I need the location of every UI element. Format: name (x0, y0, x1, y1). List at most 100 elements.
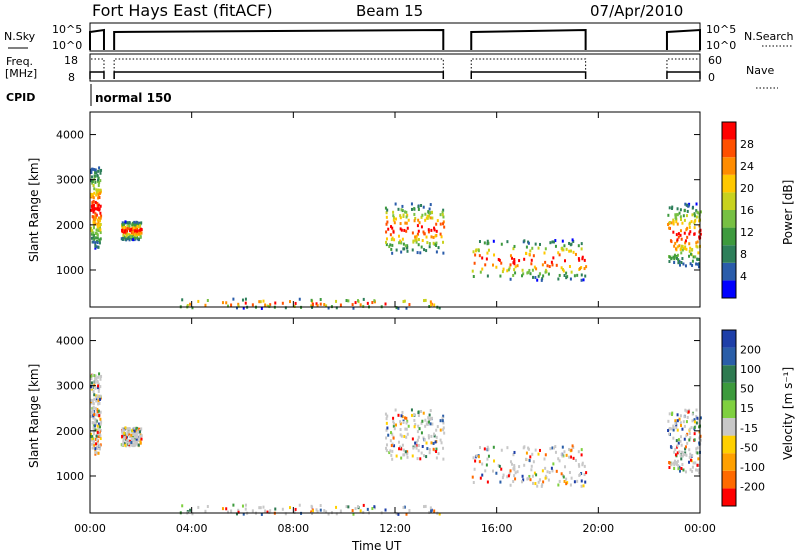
velocity-cell (670, 463, 673, 467)
velocity-cell (417, 444, 420, 448)
velocity-cell (676, 419, 679, 423)
power-cell (540, 278, 543, 282)
power-cell (513, 258, 516, 262)
velocity-cell (93, 414, 96, 418)
velocity-cell (506, 446, 509, 450)
power-cell (128, 227, 131, 231)
velocity-cell (400, 447, 403, 451)
velocity-cell (684, 445, 687, 449)
velocity-cell (693, 418, 696, 422)
power-cell (95, 193, 98, 197)
velocity-cell (133, 429, 136, 433)
velocity-cell (230, 509, 233, 513)
power-cell (424, 298, 427, 302)
velocity-cell (131, 432, 134, 436)
power-cell (443, 225, 446, 229)
velocity-cell (432, 447, 435, 451)
velocity-cell (424, 424, 427, 428)
power-cell (385, 243, 388, 247)
power-cell (319, 298, 322, 302)
velocity-cell (417, 449, 420, 453)
power-cell (434, 234, 437, 238)
power-cell (262, 299, 265, 303)
power-cell (558, 253, 561, 257)
freq-trace-segment (89, 71, 105, 79)
power-cell (698, 262, 701, 266)
nsky-trace-segment (665, 28, 701, 50)
power-cell (96, 236, 99, 240)
power-cell (94, 171, 97, 175)
velocity-cell (678, 450, 681, 454)
power-cell (674, 216, 677, 220)
velocity-cell (528, 474, 531, 478)
velocity-cell (124, 434, 127, 438)
power-cell (99, 228, 102, 232)
velocity-cell (440, 441, 443, 445)
power-cell (423, 248, 426, 252)
velocity-cell (397, 440, 400, 444)
colorbar-tick-label: 8 (740, 248, 747, 261)
power-cell (260, 306, 263, 310)
power-cell (92, 204, 95, 208)
velocity-cell (693, 425, 696, 429)
velocity-cell (688, 408, 691, 412)
velocity-cell (235, 512, 238, 516)
velocity-cell (439, 428, 442, 432)
velocity-cell (425, 422, 428, 426)
velocity-cell (97, 375, 100, 379)
velocity-cell (683, 424, 686, 428)
velocity-cell (544, 466, 547, 470)
power-cell (682, 262, 685, 266)
power-cell (580, 247, 583, 251)
velocity-cell (541, 469, 544, 473)
velocity-cell (311, 509, 314, 513)
colorbar-swatch (722, 418, 736, 436)
velocity-cell (327, 512, 330, 516)
velocity-cell (502, 473, 505, 477)
power-cell (92, 226, 95, 230)
power-cell (242, 306, 245, 310)
power-cell (419, 251, 422, 255)
colorbar-swatch (722, 365, 736, 383)
velocity-cell (122, 440, 125, 444)
velocity-cell (693, 420, 696, 424)
power-cell (404, 210, 407, 214)
velocity-cell (259, 506, 262, 510)
velocity-cell (390, 444, 393, 448)
power-cell (395, 248, 398, 252)
nsky-trace-segment (470, 28, 587, 50)
velocity-cell (133, 426, 136, 430)
power-cell (685, 214, 688, 218)
power-cell (428, 212, 431, 216)
power-cell (93, 208, 96, 212)
power-cell (258, 300, 261, 304)
velocity-cell (401, 443, 404, 447)
velocity-cell (100, 374, 103, 378)
power-cell (430, 303, 433, 307)
power-cell (97, 169, 100, 173)
power-cell (397, 207, 400, 211)
velocity-cell (94, 406, 97, 410)
power-cell (506, 240, 509, 244)
velocity-cell (563, 450, 566, 454)
power-cell (679, 229, 682, 233)
power-cell (405, 210, 408, 214)
power-cell (323, 303, 326, 307)
power-cell (693, 212, 696, 216)
power-cell (131, 222, 134, 226)
velocity-cell (90, 385, 93, 389)
power-cell (498, 258, 501, 262)
power-cell (562, 269, 565, 273)
power-cell (430, 228, 433, 232)
power-cell (347, 299, 350, 303)
velocity-cell (685, 420, 688, 424)
power-cell (315, 302, 318, 306)
velocity-cell (90, 432, 93, 436)
power-cell (121, 223, 124, 227)
velocity-cell (689, 458, 692, 462)
power-cell (134, 226, 137, 230)
velocity-cell (93, 425, 96, 429)
power-cell (136, 227, 139, 231)
colorbar-tick-label: 12 (740, 226, 754, 239)
colorbar-swatch (722, 488, 736, 506)
